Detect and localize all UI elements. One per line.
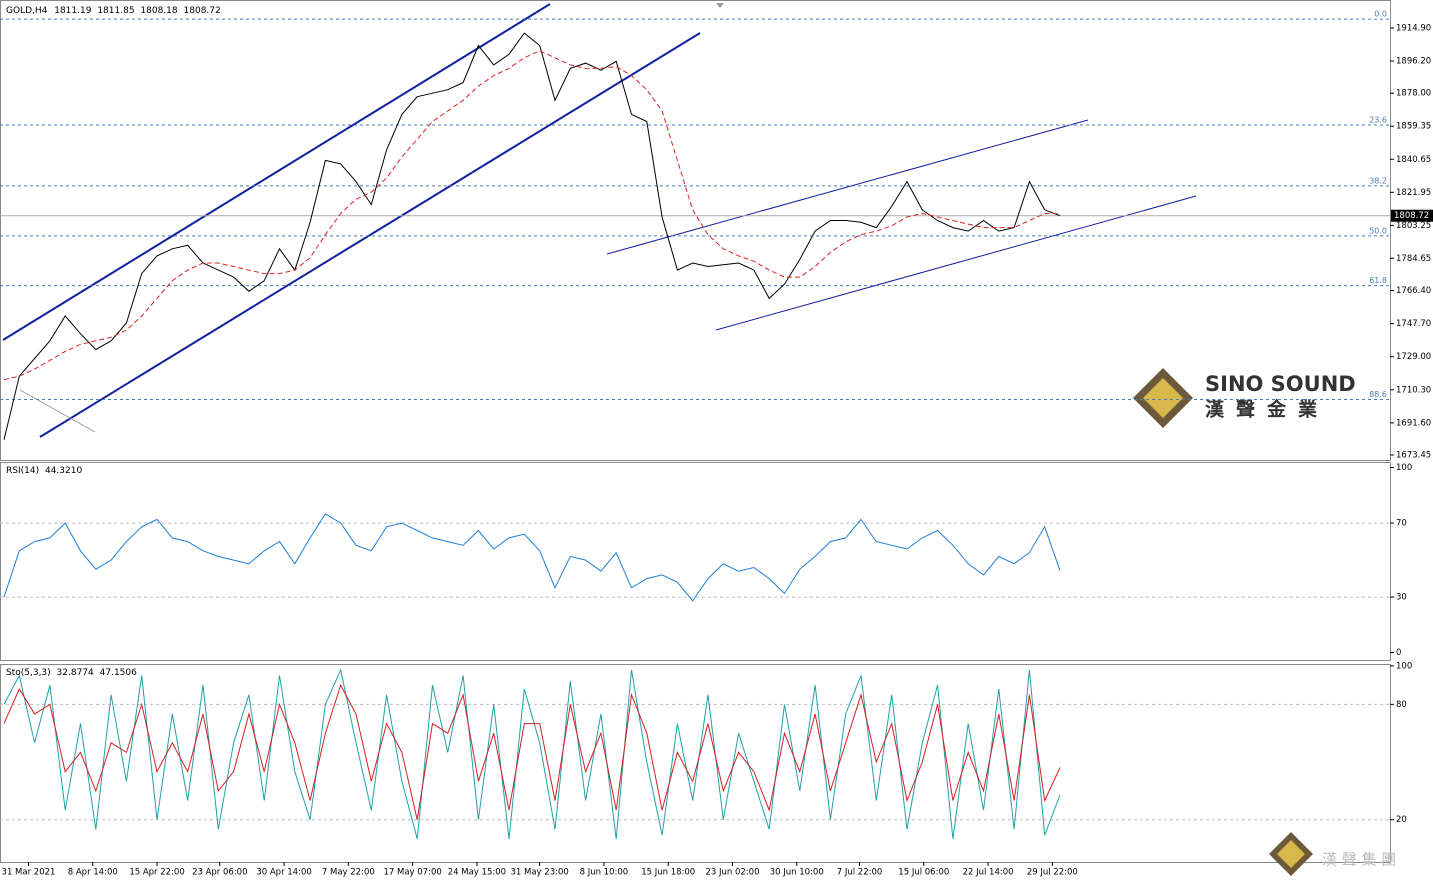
y-tick-label: 1747.70: [1396, 319, 1431, 329]
low: 1808.18: [140, 6, 177, 16]
channel-lower: [39, 32, 701, 438]
y-tick-label: 1859.35: [1396, 122, 1431, 132]
y-tick-label: 1766.40: [1396, 286, 1431, 296]
x-tick-label: 7 May 22:00: [322, 868, 375, 878]
y-tick-label: 1821.95: [1396, 188, 1431, 198]
trendline-gray: [19, 389, 96, 433]
y-tick-label: 1691.60: [1396, 418, 1431, 428]
rsi-title: RSI(14): [6, 466, 39, 476]
footer-text: 漢 聲 集 團: [1322, 851, 1396, 869]
fib-label: 23.6: [1369, 115, 1387, 124]
y-tick-label: 1878.00: [1396, 89, 1431, 99]
main-header: GOLD,H4 1811.19 1811.85 1808.18 1808.72: [6, 6, 221, 16]
sto-frame: [0, 664, 1391, 863]
channel-upper: [2, 3, 551, 341]
x-tick-label: 30 Jun 10:00: [770, 868, 824, 878]
close: 1808.72: [184, 6, 221, 16]
rsi-frame: [0, 462, 1391, 661]
x-tick-label: 31 Mar 2021: [2, 868, 56, 878]
y-tick-label: 1673.45: [1396, 450, 1431, 460]
y-tick-label: 20: [1396, 815, 1407, 825]
y-tick-label: 1914.90: [1396, 23, 1431, 33]
sto-title: Sto(5,3,3): [6, 668, 51, 678]
sto-signal: 47.1506: [100, 668, 137, 678]
y-tick-label: 1896.20: [1396, 57, 1431, 67]
rsi-header: RSI(14) 44.3210: [6, 466, 82, 476]
x-tick-label: 22 Jul 14:00: [963, 868, 1014, 878]
x-tick-label: 8 Apr 14:00: [68, 868, 118, 878]
last-price-label: 1808.72: [1394, 211, 1429, 221]
y-tick-label: 1784.65: [1396, 254, 1431, 264]
fib-label: 38.2: [1369, 176, 1387, 185]
channel-upper-2: [606, 119, 1089, 255]
panel-frames: [0, 0, 1391, 863]
y-tick-label: 70: [1396, 519, 1407, 529]
x-tick-label: 30 Apr 14:00: [256, 868, 311, 878]
logo-brand: SINO SOUND: [1205, 372, 1356, 396]
marker: [716, 3, 724, 8]
x-tick-label: 23 Apr 06:00: [192, 868, 247, 878]
x-tick-label: 15 Jun 18:00: [641, 868, 695, 878]
logo: SINO SOUND 漢聲金業 漢 聲 集 團: [1133, 368, 1396, 876]
fib-label: 88.6: [1369, 390, 1387, 399]
x-tick-label: 29 Jul 22:00: [1027, 868, 1078, 878]
series-line: [3, 32, 1061, 440]
x-tick-label: 24 May 15:00: [448, 868, 506, 878]
sto-header: Sto(5,3,3) 32.8774 47.1506: [6, 668, 137, 678]
y-tick-label: 1710.30: [1396, 385, 1431, 395]
footer-logo-inner: [1277, 840, 1305, 868]
x-tick-label: 23 Jun 02:00: [705, 868, 759, 878]
trendlines: [2, 3, 1197, 438]
series-line: [3, 513, 1061, 602]
fib-label: 50.0: [1369, 226, 1387, 235]
y-tick-label: 30: [1396, 593, 1407, 603]
y-tick-label: 100: [1396, 661, 1412, 671]
channel-lower-2: [715, 195, 1197, 331]
high: 1811.85: [97, 6, 134, 16]
fib-label: 0.0: [1374, 10, 1387, 19]
series-line: [3, 50, 1060, 381]
y-tick-label: 0: [1396, 648, 1401, 658]
rsi-value: 44.3210: [45, 466, 82, 476]
y-tick-label: 1803.25: [1396, 221, 1431, 231]
x-tick-label: 7 Jul 22:00: [837, 868, 883, 878]
y-tick-label: 1729.00: [1396, 352, 1431, 362]
x-tick-label: 8 Jun 10:00: [580, 868, 629, 878]
open: 1811.19: [54, 6, 91, 16]
y-tick-label: 80: [1396, 700, 1407, 710]
x-tick-label: 15 Jul 06:00: [898, 868, 949, 878]
logo-chinese: 漢聲金業: [1205, 398, 1329, 421]
x-tick-label: 15 Apr 22:00: [129, 868, 184, 878]
y-tick-label: 100: [1396, 463, 1412, 473]
last-price-box: [1391, 209, 1433, 222]
x-tick-label: 17 May 07:00: [383, 868, 441, 878]
x-tick-label: 31 May 23:00: [511, 868, 569, 878]
sto-main: 32.8774: [57, 668, 94, 678]
fib-label: 61.8: [1369, 276, 1387, 285]
logo-inner: [1143, 378, 1183, 418]
series-line: [3, 683, 1061, 820]
y-tick-label: 1840.65: [1396, 155, 1431, 165]
symbol: GOLD,H4: [6, 6, 48, 16]
main-frame: [0, 0, 1391, 461]
